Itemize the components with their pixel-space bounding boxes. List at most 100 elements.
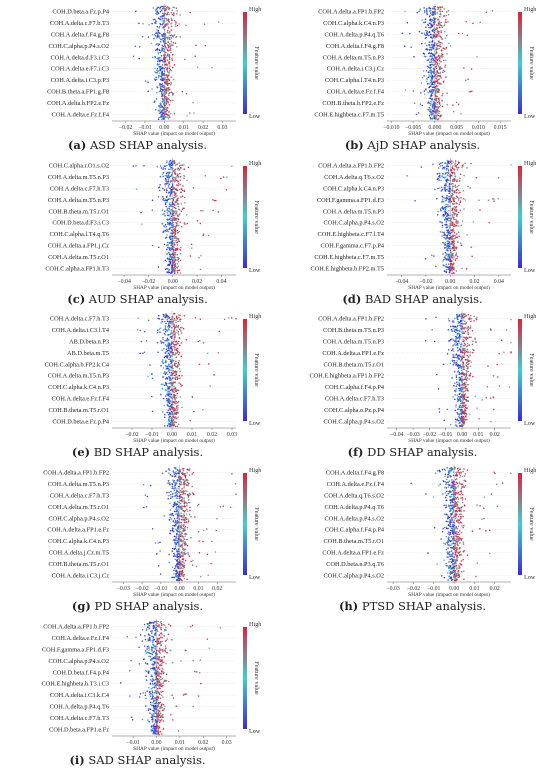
- shap-point: [455, 233, 458, 235]
- shap-point: [169, 47, 172, 49]
- shap-point: [184, 202, 186, 204]
- shap-point: [456, 347, 459, 349]
- shap-point: [451, 187, 454, 189]
- shap-point: [197, 503, 200, 506]
- shap-point: [452, 396, 454, 398]
- shap-point: [173, 340, 175, 343]
- shap-point: [156, 10, 158, 12]
- shap-point: [184, 58, 186, 61]
- shap-point: [202, 529, 205, 532]
- shap-point: [149, 484, 152, 487]
- colorbar-low-label: Low: [249, 267, 261, 274]
- shap-point: [451, 185, 454, 188]
- shap-point: [215, 199, 217, 202]
- feature-label: COH.C.alpha.p.P4.s.O2: [48, 43, 109, 50]
- shap-point: [463, 374, 465, 376]
- shap-point: [169, 497, 172, 500]
- shap-point: [443, 24, 445, 27]
- shap-point: [188, 474, 191, 476]
- shap-point: [175, 247, 177, 250]
- shap-point: [180, 534, 183, 536]
- shap-point: [180, 187, 183, 190]
- shap-point: [462, 363, 465, 365]
- shap-point: [145, 506, 148, 508]
- caption-letter: (c): [67, 292, 86, 306]
- shap-point: [160, 72, 163, 74]
- shap-point: [170, 369, 172, 372]
- shap-point: [171, 345, 173, 348]
- shap-point: [442, 241, 444, 244]
- colorbar-title: Feature value: [528, 200, 535, 234]
- shap-point: [446, 181, 448, 184]
- shap-point: [449, 259, 452, 262]
- shap-point: [173, 217, 176, 220]
- shap-point: [448, 182, 451, 185]
- shap-point: [456, 327, 458, 330]
- shap-point: [442, 176, 445, 179]
- shap-point: [138, 46, 141, 48]
- shap-point: [431, 40, 434, 43]
- shap-point: [171, 201, 174, 203]
- shap-point: [171, 248, 174, 250]
- shap-point: [168, 519, 171, 521]
- shap-point: [168, 160, 171, 162]
- shap-point: [171, 260, 174, 263]
- shap-point: [456, 215, 458, 217]
- shap-point: [467, 314, 470, 316]
- shap-point: [166, 356, 169, 358]
- shap-point: [455, 361, 458, 364]
- shap-point: [457, 315, 459, 318]
- shap-point: [446, 53, 448, 55]
- feature-label: COH.A.delta.m.T5.n.P3: [323, 339, 384, 346]
- shap-point: [168, 269, 171, 271]
- shap-point: [451, 260, 453, 262]
- shap-point: [461, 323, 464, 325]
- feature-dots: [439, 216, 490, 229]
- shap-point: [168, 264, 170, 267]
- shap-point: [171, 400, 174, 402]
- shap-point: [173, 312, 176, 315]
- colorbar: [243, 319, 247, 421]
- shap-point: [449, 188, 452, 191]
- shap-point: [160, 83, 162, 86]
- shap-point: [160, 340, 162, 342]
- shap-point: [465, 379, 467, 381]
- shap-point: [439, 41, 441, 44]
- shap-point: [172, 212, 175, 215]
- shap-point: [455, 205, 458, 208]
- shap-point: [448, 183, 451, 186]
- shap-point: [436, 48, 439, 50]
- shap-point: [431, 92, 434, 94]
- shap-point: [465, 362, 468, 364]
- shap-point: [178, 230, 180, 233]
- shap-point: [162, 37, 164, 40]
- shap-point: [211, 66, 213, 69]
- shap-point: [174, 179, 177, 181]
- shap-point: [188, 492, 191, 495]
- shap-point: [451, 240, 454, 242]
- shap-point: [443, 231, 446, 234]
- shap-point: [166, 354, 168, 356]
- shap-point: [160, 365, 162, 367]
- shap-point: [168, 358, 170, 361]
- shap-point: [434, 5, 437, 8]
- feature-dots: [151, 239, 193, 252]
- shap-point: [167, 245, 169, 247]
- shap-point: [444, 218, 447, 220]
- shap-point: [451, 213, 453, 216]
- shap-point: [470, 314, 472, 317]
- shap-point: [426, 49, 428, 52]
- feature-label: COH.A.delta.a.FP1.b.FP2: [318, 316, 384, 323]
- shap-point: [461, 410, 464, 413]
- shap-point: [176, 506, 178, 508]
- shap-point: [463, 208, 465, 210]
- feature-label: COH.C.alpha.r.O1.s.O2: [49, 163, 109, 170]
- shap-point: [438, 35, 440, 37]
- shap-point: [452, 327, 455, 330]
- shap-point: [439, 104, 442, 106]
- shap-point: [162, 329, 165, 331]
- shap-point: [166, 68, 168, 71]
- shap-point: [164, 174, 167, 177]
- shap-point: [452, 320, 454, 322]
- shap-point: [174, 545, 177, 547]
